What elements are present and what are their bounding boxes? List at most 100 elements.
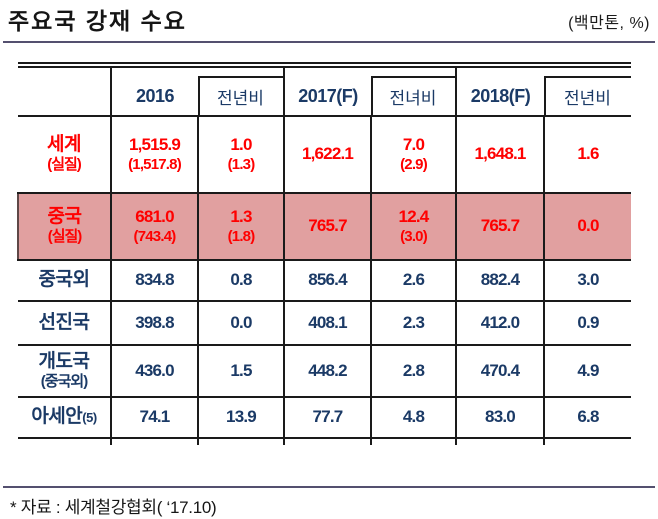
cell-value: 2.3 (402, 312, 425, 332)
cell-developing-col2: 1.5 (197, 345, 284, 398)
title-underline (3, 41, 655, 43)
row-label-text: 선진국 (38, 311, 90, 333)
table-row-advanced: 선진국 398.8 0.0 408.1 2.3 412.0 0.9 (18, 301, 631, 346)
cell-world-col3: 1,622.1 (283, 116, 371, 194)
source-note: * 자료 : 세계철강협회( ‘17.10) (10, 498, 217, 517)
cell-value: 0.0 (230, 312, 252, 332)
cell-world-col1: 1,515.9 (1,517.8) (111, 116, 198, 194)
cell-value: 1.0 (230, 135, 252, 155)
row-label-text: 중국외 (38, 269, 90, 291)
cell-ex-china-col1: 834.8 (111, 260, 198, 302)
column-header-yoy-6: 전년비 (544, 62, 631, 117)
cell-china-col5: 765.7 (455, 193, 544, 261)
cell-developing-col4: 2.8 (370, 345, 456, 398)
cell-subvalue: (743.4) (133, 227, 177, 245)
column-header-2018F: 2018(F) (455, 62, 544, 117)
column-header-empty (18, 62, 112, 117)
table-row-ex-china: 중국외 834.8 0.8 856.4 2.6 882.4 3.0 (18, 260, 631, 302)
cell-developing-col1: 436.0 (111, 345, 198, 398)
table-row-asean5: 아세안(5) 74.1 13.9 77.7 4.8 83.0 6.8 (18, 397, 631, 444)
cell-value: 0.9 (577, 312, 599, 332)
cell-subvalue: (1.8) (227, 227, 256, 245)
row-label-advanced: 선진국 (18, 301, 112, 346)
cell-china-col3: 765.7 (283, 193, 371, 261)
cell-value: 1,515.9 (128, 135, 181, 155)
cell-advanced-col4: 2.3 (370, 301, 456, 346)
row-label-world: 세계 (실질) (18, 116, 112, 194)
row-label-china: 중국 (실질) (17, 193, 112, 261)
cell-ex-china-col3: 856.4 (283, 260, 371, 302)
unit-label: (백만톤, %) (568, 15, 650, 32)
cell-value: 6.8 (577, 407, 599, 427)
cell-world-col4: 7.0 (2.9) (370, 116, 456, 194)
cell-value: 882.4 (480, 270, 520, 290)
column-header-yoy-2: 전년비 (198, 62, 284, 117)
cell-asean5-col4: 4.8 (370, 397, 456, 444)
row-label-subtext: (실질) (47, 156, 82, 174)
cell-ex-china-col6: 3.0 (543, 260, 631, 302)
cell-china-col4: 12.4 (3.0) (370, 193, 456, 261)
column-header-2016: 2016 (111, 62, 198, 117)
column-header-label: 전녀비 (389, 89, 437, 108)
cell-developing-col5: 470.4 (455, 345, 544, 398)
cell-subvalue: (1,517.8) (128, 155, 182, 173)
row-label-text: 중국 (47, 206, 82, 228)
cell-value: 12.4 (398, 207, 430, 227)
cell-asean5-col2: 13.9 (197, 397, 284, 444)
table-header: 2016 전년비 2017(F) 전녀비 2018(F) 전년비 (18, 62, 631, 117)
cell-china-col2: 1.3 (1.8) (197, 193, 284, 261)
cell-value: 408.1 (308, 312, 347, 332)
cell-world-col6: 1.6 (543, 116, 631, 194)
page-title: 주요국 강재 수요 (8, 8, 187, 34)
table-row-china: 중국 (실질) 681.0 (743.4) 1.3 (1.8) 765.7 12.4 (3.0)… (17, 193, 631, 261)
cell-developing-col3: 448.2 (283, 345, 371, 398)
footer-rule (3, 486, 655, 488)
cell-subvalue: (1.3) (227, 155, 256, 173)
column-header-yoy-4: 전녀비 (371, 62, 456, 117)
cell-value: 77.7 (312, 407, 344, 427)
row-label-subtext: (중국외) (40, 372, 88, 390)
cell-world-col2: 1.0 (1.3) (197, 116, 284, 194)
row-label-suffix: (5) (82, 410, 97, 426)
row-label-asean5: 아세안(5) (18, 397, 112, 439)
cell-value: 470.4 (480, 360, 520, 380)
cell-value: 1.6 (577, 144, 599, 164)
title-row: 주요국 강재 수요 (백만톤, %) (8, 6, 650, 36)
row-label-text: 개도국 (38, 350, 90, 372)
cell-developing-col6: 4.9 (543, 345, 631, 398)
cell-value: 412.0 (480, 312, 520, 332)
cell-ex-china-col5: 882.4 (455, 260, 544, 302)
cell-value: 1.5 (230, 360, 252, 380)
cell-value: 856.4 (308, 270, 347, 290)
cell-asean5-col6: 6.8 (543, 397, 631, 444)
cell-value: 2.8 (402, 360, 425, 380)
cell-value: 765.7 (308, 216, 347, 236)
cell-world-col5: 1,648.1 (455, 116, 544, 194)
cell-value: 4.8 (402, 407, 425, 427)
cell-value: 448.2 (308, 360, 347, 380)
cell-china-col1: 681.0 (743.4) (111, 193, 198, 261)
cell-value: 13.9 (226, 407, 257, 427)
row-label-ex-china: 중국외 (18, 260, 112, 302)
cell-asean5-col1: 74.1 (109, 397, 198, 444)
row-label-subtext: (실질) (47, 228, 83, 246)
column-header-2017F: 2017(F) (283, 62, 371, 117)
row-label-developing: 개도국 (중국외) (18, 345, 112, 398)
cell-value: 1,648.1 (474, 144, 526, 164)
steel-demand-table-area: 2016 전년비 2017(F) 전녀비 2018(F) 전년비 세계 (실질) 1,515.… (17, 62, 631, 444)
row-label-text: 세계 (47, 134, 81, 156)
steel-demand-table: 2016 전년비 2017(F) 전녀비 2018(F) 전년비 세계 (실질) 1,515.… (17, 62, 631, 444)
cell-value: 4.9 (577, 360, 599, 380)
cell-asean5-col5: 83.0 (455, 397, 544, 444)
cell-value: 436.0 (135, 360, 174, 380)
cell-value: 74.1 (139, 407, 171, 427)
cell-advanced-col1: 398.8 (111, 301, 198, 346)
cell-ex-china-col4: 2.6 (370, 260, 456, 302)
cell-subvalue: (2.9) (400, 155, 428, 173)
cell-china-col6: 0.0 (543, 193, 631, 261)
cell-value: 3.0 (577, 270, 599, 290)
cell-advanced-col5: 412.0 (455, 301, 544, 346)
cell-ex-china-col2: 0.8 (197, 260, 284, 302)
table-body: 세계 (실질) 1,515.9 (1,517.8) 1.0 (1.3) 1,622.1 7.0… (17, 116, 631, 444)
